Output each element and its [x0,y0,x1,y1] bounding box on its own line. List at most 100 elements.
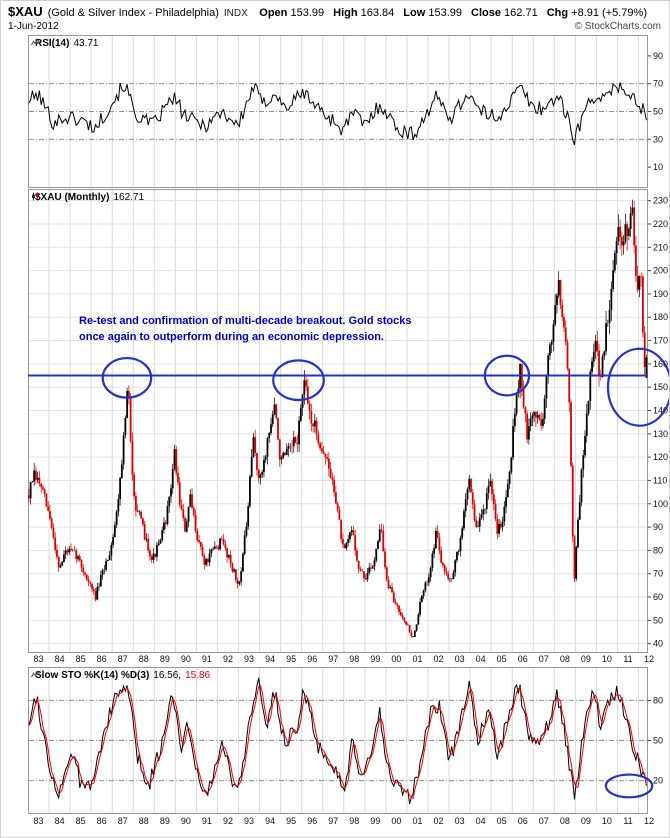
x-tick-label: 90 [180,654,191,664]
y-tick-label: 130 [653,429,668,439]
price-series-name: $XAU (Monthly) [35,192,110,203]
x-tick-label: 05 [496,816,507,826]
quote-value-low: 153.99 [428,7,463,19]
y-tick-label: 50 [653,736,663,746]
highlight-ellipse [604,773,654,799]
x-tick-label: 94 [265,816,276,826]
x-tick-label: 83 [33,816,44,826]
quote-value-open: 153.99 [290,7,325,19]
sto-plot: 20 50 80 [28,667,663,814]
x-tick-label: 92 [222,816,233,826]
title-row: $XAU (Gold & Silver Index - Philadelphia… [8,4,661,19]
y-tick-label: 170 [653,336,668,346]
y-tick-label: 20 [653,776,663,786]
candles [27,199,648,638]
x-tick-label: 99 [370,816,381,826]
x-tick-label: 93 [244,816,255,826]
sto-k-value: 16.56, [153,670,182,681]
x-tick-label: 87 [117,654,128,664]
x-tick-label: 09 [580,816,591,826]
x-tick-label: 84 [54,654,65,664]
y-tick-label: 150 [653,382,668,392]
x-tick-label: 93 [244,654,255,664]
x-tick-label: 00 [391,816,402,826]
x-tick-label: 95 [286,816,297,826]
x-tick-label: 07 [538,816,549,826]
x-tick-label: 09 [580,654,591,664]
highlight-ellipse [101,356,153,399]
y-tick-label: 70 [653,569,663,579]
x-tick-label: 01 [412,654,423,664]
x-axis-labels-main: 83 84 85 86 87 88 89 90 91 92 93 94 95 96 97 98 99 00 01 02… [1,654,669,666]
x-tick-label: 12 [644,654,655,664]
x-tick-label: 88 [138,816,149,826]
x-tick-label: 10 [601,654,612,664]
x-tick-label: 03 [454,816,465,826]
breakout-overlays [28,347,669,427]
highlight-ellipse [606,347,669,427]
x-tick-label: 85 [75,816,86,826]
y-tick-label: 120 [653,452,668,462]
x-tick-label: 12 [644,816,655,826]
rsi-panel-label: RSI(14) 43.71 [31,38,98,49]
x-tick-label: 00 [391,654,402,664]
copyright: © StockCharts.com [574,21,661,32]
y-tick-label: 70 [653,79,663,89]
highlight-ellipse [272,359,325,402]
x-tick-label: 89 [159,816,170,826]
rsi-line [28,82,647,146]
x-tick-label: 91 [201,816,212,826]
quote-value-close: 162.71 [504,7,538,19]
y-tick-label: 50 [653,615,663,625]
y-tick-label: 210 [653,242,668,252]
x-tick-label: 96 [307,654,318,664]
ohlc-quote: Open 153.99 High 163.84 Low 153.99 Close… [259,7,661,19]
x-tick-label: 08 [559,816,570,826]
x-tick-label: 10 [601,816,612,826]
x-tick-label: 08 [559,654,570,664]
x-tick-label: 86 [96,654,107,664]
y-tick-label: 220 [653,219,668,229]
annotation-line-2: once again to outperform during an econo… [79,331,384,343]
sto-d-line [28,684,647,800]
x-tick-label: 90 [180,816,191,826]
y-tick-label: 30 [653,134,663,144]
quote-label-chg: Chg [546,7,569,19]
price-panel: 40 50 60 70 80 90 100 110 120 130 140 150 160 170 180 1… [1,189,669,653]
price-plot: 40 50 60 70 80 90 100 110 120 130 140 150 160 170 180 1… [27,189,669,653]
subtitle-row: 1-Jun-2012 © StockCharts.com [8,21,661,32]
y-tick-label: 110 [653,475,667,485]
x-tick-label: 87 [117,816,128,826]
y-tick-label: 80 [653,545,663,555]
price-last-value: 162.71 [113,192,145,203]
y-tick-label: 10 [653,162,663,172]
x-tick-label: 95 [286,654,297,664]
x-tick-label: 94 [265,654,276,664]
x-tick-label: 88 [138,654,149,664]
x-tick-label: 86 [96,816,107,826]
x-tick-label: 85 [75,654,86,664]
quote-label-low: Low [403,7,426,19]
x-tick-label: 99 [370,654,381,664]
x-tick-label: 11 [623,654,633,664]
x-tick-label: 01 [412,816,423,826]
y-tick-label: 80 [653,695,663,705]
y-tick-label: 100 [653,499,668,509]
sto-panel-label: Slow STO %K(14) %D(3) 16.56, 15.86 [31,670,210,681]
y-tick-label: 90 [653,522,663,532]
x-tick-label: 05 [496,654,507,664]
x-tick-label: 98 [349,816,360,826]
x-tick-label: 89 [159,654,170,664]
y-tick-label: 190 [653,289,668,299]
rsi-plot: 10 30 50 70 90 [28,35,663,188]
indicator-name: Slow STO %K(14) %D(3) [35,670,150,681]
x-tick-label: 83 [33,654,44,664]
chart-header: $XAU (Gold & Silver Index - Philadelphia… [1,1,669,34]
y-tick-label: 50 [653,107,663,117]
x-tick-label: 98 [349,654,360,664]
x-tick-label: 92 [222,654,233,664]
x-tick-label: 03 [454,654,465,664]
x-tick-label: 02 [433,654,444,664]
quote-label-close: Close [471,7,501,19]
y-tick-label: 180 [653,312,668,322]
